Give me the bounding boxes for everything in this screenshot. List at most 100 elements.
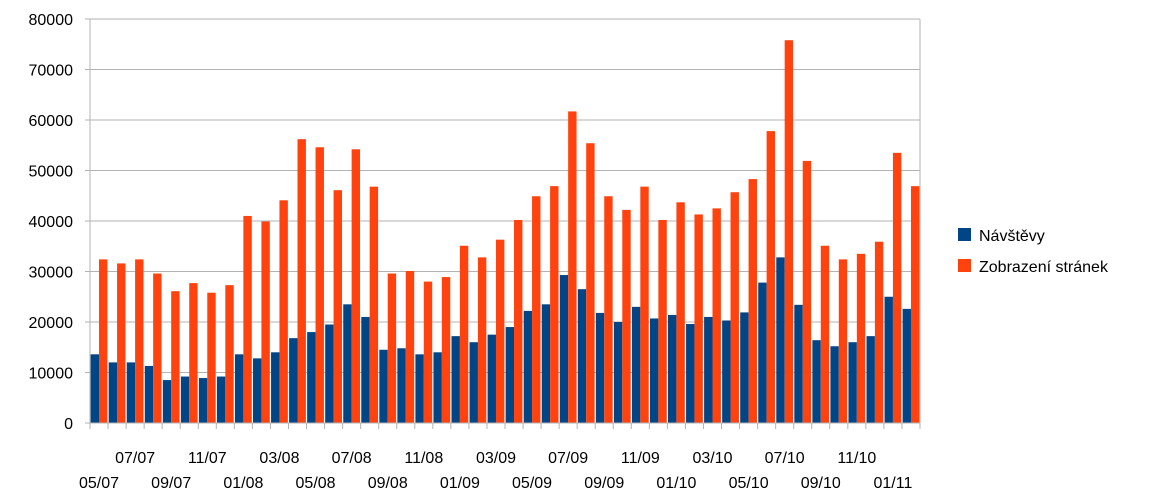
y-tick-label: 0	[64, 416, 73, 433]
bar-navstevy	[361, 316, 370, 423]
bar-zobrazeni-stranek	[640, 186, 649, 423]
bar-zobrazeni-stranek	[892, 152, 902, 423]
bar-navstevy	[379, 349, 388, 423]
x-tick-label: 09/08	[368, 475, 408, 492]
bar-zobrazeni-stranek	[189, 283, 198, 423]
y-tick-label: 20000	[29, 315, 74, 332]
bar-navstevy	[631, 306, 641, 423]
bar-zobrazeni-stranek	[297, 139, 306, 423]
bar-zobrazeni-stranek	[387, 273, 397, 423]
bar-zobrazeni-stranek	[369, 186, 379, 423]
x-tick-label: 01/08	[223, 475, 263, 492]
x-tick-label: 11/10	[837, 450, 876, 467]
bar-zobrazeni-stranek	[874, 241, 884, 423]
legend-label-zobrazeni-stranek: Zobrazení stránek	[979, 259, 1109, 276]
bar-zobrazeni-stranek	[532, 196, 541, 423]
x-tick-label: 05/10	[729, 475, 769, 492]
bar-zobrazeni-stranek	[694, 214, 703, 423]
bar-zobrazeni-stranek	[730, 192, 739, 423]
bar-zobrazeni-stranek	[333, 190, 342, 423]
bar-zobrazeni-stranek	[604, 196, 613, 423]
bar-zobrazeni-stranek	[495, 239, 505, 423]
bar-zobrazeni-stranek	[838, 259, 848, 423]
y-tick-label: 50000	[29, 164, 74, 181]
bar-navstevy	[397, 348, 406, 423]
bar-zobrazeni-stranek	[459, 245, 469, 423]
bar-zobrazeni-stranek	[477, 257, 487, 423]
bar-navstevy	[830, 346, 839, 423]
bar-navstevy	[180, 376, 190, 423]
x-tick-label: 07/07	[115, 450, 155, 467]
bar-navstevy	[505, 327, 515, 423]
legend-label-navstevy: Návštěvy	[979, 228, 1045, 245]
bar-zobrazeni-stranek	[153, 273, 162, 423]
bar-navstevy	[776, 257, 785, 423]
bar-zobrazeni-stranek	[207, 292, 216, 423]
bar-zobrazeni-stranek	[225, 285, 234, 423]
bar-zobrazeni-stranek	[550, 186, 559, 423]
x-tick-label: 03/09	[476, 450, 516, 467]
bar-navstevy	[704, 316, 713, 423]
bar-navstevy	[162, 380, 172, 423]
bar-zobrazeni-stranek	[910, 186, 920, 423]
bar-zobrazeni-stranek	[99, 259, 108, 423]
bar-navstevy	[144, 365, 154, 423]
bar-zobrazeni-stranek	[117, 263, 126, 423]
bar-zobrazeni-stranek	[261, 221, 270, 423]
x-tick-label: 05/09	[512, 475, 552, 492]
legend: Návštěvy Zobrazení stránek	[958, 228, 1109, 276]
bar-navstevy	[668, 314, 677, 423]
bar-navstevy	[325, 324, 334, 423]
bar-navstevy	[415, 354, 424, 423]
x-tick-label: 05/07	[79, 475, 119, 492]
bar-zobrazeni-stranek	[622, 209, 631, 423]
bar-zobrazeni-stranek	[315, 147, 324, 423]
bar-zobrazeni-stranek	[586, 143, 595, 424]
x-tick-label: 03/10	[692, 450, 732, 467]
x-tick-label: 05/08	[296, 475, 336, 492]
y-tick-label: 40000	[29, 214, 74, 231]
bar-navstevy	[722, 320, 731, 423]
x-tick-label: 11/09	[621, 450, 660, 467]
bar-navstevy	[253, 358, 262, 423]
bar-zobrazeni-stranek	[676, 202, 685, 423]
bar-zobrazeni-stranek	[423, 281, 433, 423]
bar-zobrazeni-stranek	[135, 259, 144, 423]
y-tick-label: 70000	[29, 63, 74, 80]
x-tick-label: 07/08	[332, 450, 372, 467]
bar-navstevy	[758, 282, 767, 423]
bar-zobrazeni-stranek	[766, 131, 776, 424]
bar-zobrazeni-stranek	[658, 219, 667, 423]
bar-zobrazeni-stranek	[820, 245, 830, 423]
x-tick-label: 07/10	[765, 450, 805, 467]
bar-navstevy	[433, 352, 442, 423]
bar-navstevy	[649, 318, 659, 423]
bar-zobrazeni-stranek	[748, 179, 757, 423]
x-tick-label: 09/07	[151, 475, 191, 492]
bar-zobrazeni-stranek	[279, 200, 288, 423]
bar-zobrazeni-stranek	[856, 253, 866, 423]
y-tick-label: 30000	[29, 265, 74, 282]
x-tick-label: 01/10	[656, 475, 696, 492]
bar-zobrazeni-stranek	[243, 215, 252, 423]
bar-navstevy	[686, 324, 695, 423]
bars	[90, 40, 920, 424]
bar-navstevy	[126, 362, 136, 423]
bar-navstevy	[577, 289, 587, 423]
bar-navstevy	[216, 376, 226, 423]
bar-zobrazeni-stranek	[441, 277, 451, 423]
y-tick-label: 10000	[29, 366, 74, 383]
bar-navstevy	[343, 304, 352, 423]
x-tick-label: 09/10	[801, 475, 841, 492]
bar-navstevy	[812, 340, 821, 423]
bar-navstevy	[740, 312, 749, 423]
x-tick-label: 11/07	[188, 450, 227, 467]
bar-navstevy	[234, 354, 244, 423]
bar-navstevy	[523, 310, 533, 423]
bar-navstevy	[271, 352, 280, 423]
bar-navstevy	[108, 362, 118, 423]
bar-zobrazeni-stranek	[712, 208, 721, 423]
bar-zobrazeni-stranek	[514, 219, 523, 423]
legend-swatch-zobrazeni-stranek	[958, 259, 971, 272]
